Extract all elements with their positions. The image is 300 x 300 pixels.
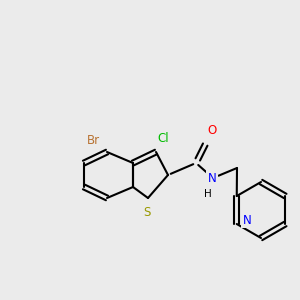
Text: N: N [208, 172, 216, 184]
Text: Cl: Cl [157, 131, 169, 145]
Text: H: H [204, 189, 212, 199]
Text: O: O [207, 124, 217, 136]
Text: N: N [243, 214, 251, 226]
Text: Br: Br [86, 134, 100, 146]
Text: S: S [143, 206, 151, 218]
